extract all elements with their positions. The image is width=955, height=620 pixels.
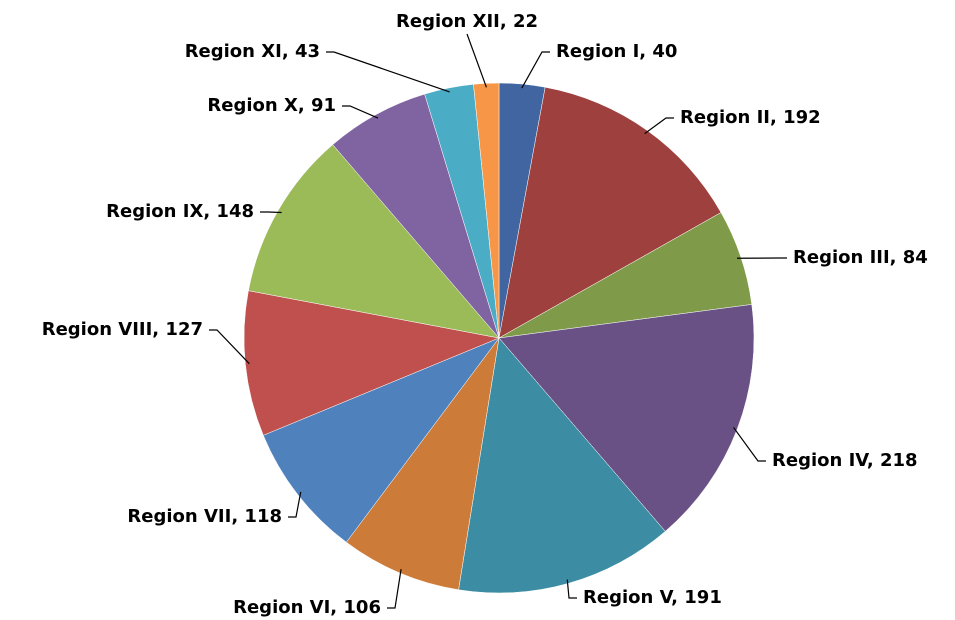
leader-line <box>566 579 577 599</box>
data-label: Region V, 191 <box>583 587 722 608</box>
pie-slice <box>248 144 500 339</box>
leader-line <box>387 569 402 609</box>
leader-line <box>326 51 450 93</box>
pie-slice <box>345 337 500 591</box>
data-label: Region VI, 106 <box>233 597 381 618</box>
data-label: Region VIII, 127 <box>42 319 203 340</box>
leader-line <box>260 211 282 214</box>
leader-line <box>733 427 766 462</box>
pie-slice <box>243 290 500 436</box>
pie-slice <box>498 86 722 339</box>
leader-line <box>342 105 379 119</box>
data-label: Region IX, 148 <box>106 201 254 222</box>
data-label: Region III, 84 <box>793 247 928 268</box>
leader-line <box>288 491 302 518</box>
data-label: Region XII, 22 <box>396 11 538 32</box>
data-label: Region II, 192 <box>680 107 821 128</box>
leader-line <box>209 329 250 365</box>
pie-slice <box>498 304 755 532</box>
data-label: Region I, 40 <box>556 41 677 62</box>
pie-slice <box>262 337 500 543</box>
data-label: Region X, 91 <box>207 95 336 116</box>
pie-slice <box>458 337 666 594</box>
data-label: Region VII, 118 <box>127 506 282 527</box>
leader-line <box>521 51 550 89</box>
data-label: Region XI, 43 <box>185 41 320 62</box>
leader-line <box>644 117 674 135</box>
leader-line <box>466 33 487 88</box>
pie-slice <box>473 82 500 339</box>
data-label: Region IV, 218 <box>772 450 918 471</box>
